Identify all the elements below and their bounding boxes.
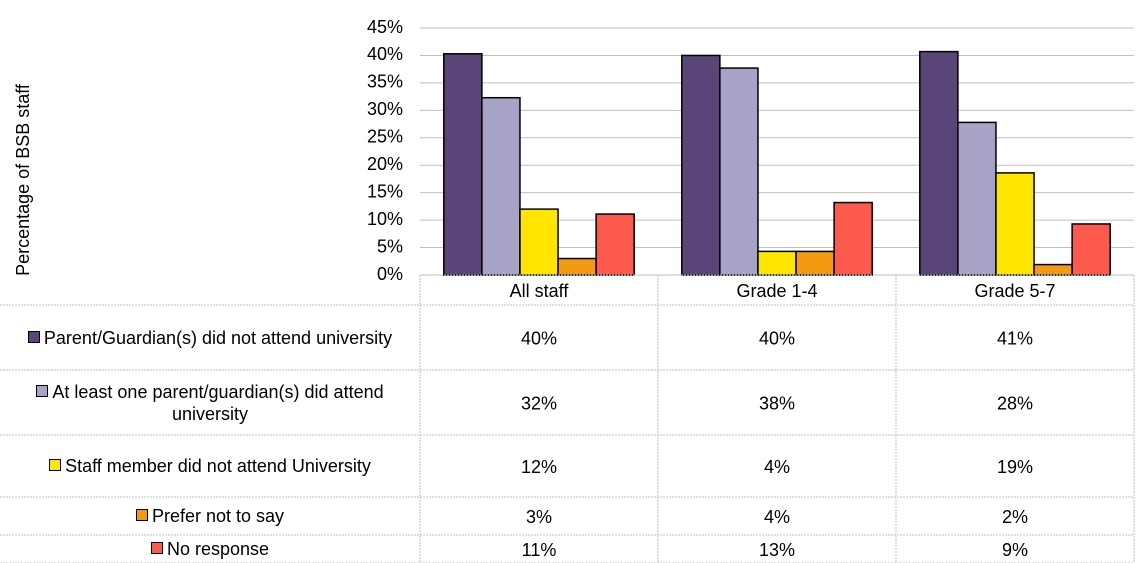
- data-label: 40%: [759, 328, 795, 348]
- legend-swatch: [135, 509, 148, 521]
- legend-swatch: [27, 330, 40, 343]
- legend-entry: At least one parent/guardian(s) did atte…: [0, 370, 420, 435]
- y-tick-label: 15%: [367, 181, 403, 201]
- legend-text-box: Staff member did not attend University: [49, 455, 371, 477]
- bar: [1033, 263, 1073, 276]
- data-label: 41%: [997, 328, 1033, 348]
- legend-entry: Staff member did not attend University: [0, 435, 420, 497]
- data-label: 28%: [997, 393, 1033, 413]
- y-tick-label: 25%: [367, 127, 403, 147]
- data-label: 38%: [759, 393, 795, 413]
- bar: [795, 250, 835, 276]
- data-label: 32%: [521, 393, 557, 413]
- legend-text-box: At least one parent/guardian(s) did atte…: [0, 381, 420, 425]
- y-axis-title: Percentage of BSB staff: [13, 83, 33, 276]
- data-label: 4%: [764, 457, 790, 477]
- x-tick-label: All staff: [510, 281, 570, 301]
- x-tick-label: Grade 1-4: [736, 281, 817, 301]
- legend-swatch: [36, 384, 49, 397]
- bar: [681, 54, 721, 276]
- bar: [833, 201, 873, 276]
- legend-label: Staff member did not attend University: [65, 456, 371, 476]
- legend-text-box: Parent/Guardian(s) did not attend univer…: [27, 327, 393, 349]
- y-tick-label: 10%: [367, 209, 403, 229]
- legend-swatch: [49, 459, 62, 471]
- y-tick-label: 40%: [367, 44, 403, 64]
- data-label: 19%: [997, 457, 1033, 477]
- bar: [957, 121, 997, 276]
- y-tick-label: 30%: [367, 99, 403, 119]
- legend-label: No response: [166, 539, 270, 559]
- data-label: 4%: [764, 507, 790, 527]
- data-label: 13%: [759, 540, 795, 560]
- y-tick-label: 20%: [367, 154, 403, 174]
- x-tick-label: Grade 5-7: [974, 281, 1055, 301]
- bar: [757, 250, 797, 276]
- bar: [519, 208, 559, 276]
- bar: [995, 172, 1035, 276]
- legend-swatch: [150, 542, 163, 554]
- legend-text-box: Prefer not to say: [135, 505, 285, 527]
- legend-label: At least one parent/guardian(s) did atte…: [52, 381, 384, 424]
- data-label: 12%: [521, 457, 557, 477]
- bar: [481, 96, 521, 276]
- data-label: 3%: [526, 507, 552, 527]
- legend-text-box: No response: [150, 538, 270, 560]
- legend-label: Parent/Guardian(s) did not attend univer…: [43, 327, 393, 348]
- legend-label: Prefer not to say: [151, 506, 285, 526]
- bar: [557, 257, 597, 276]
- data-label: 9%: [1002, 540, 1028, 560]
- y-tick-label: 45%: [367, 17, 403, 37]
- legend-entry: No response: [0, 535, 420, 563]
- legend-entry: Parent/Guardian(s) did not attend univer…: [0, 305, 420, 370]
- bar: [719, 67, 759, 276]
- y-tick-label: 35%: [367, 72, 403, 92]
- y-tick-label: 0%: [377, 264, 403, 284]
- legend-entry: Prefer not to say: [0, 497, 420, 535]
- bar: [919, 50, 959, 276]
- bar: [595, 213, 635, 276]
- data-label: 2%: [1002, 507, 1028, 527]
- data-label: 40%: [521, 328, 557, 348]
- y-tick-label: 5%: [377, 236, 403, 256]
- bar: [443, 53, 483, 276]
- bar: [1071, 223, 1111, 276]
- data-label: 11%: [522, 540, 557, 560]
